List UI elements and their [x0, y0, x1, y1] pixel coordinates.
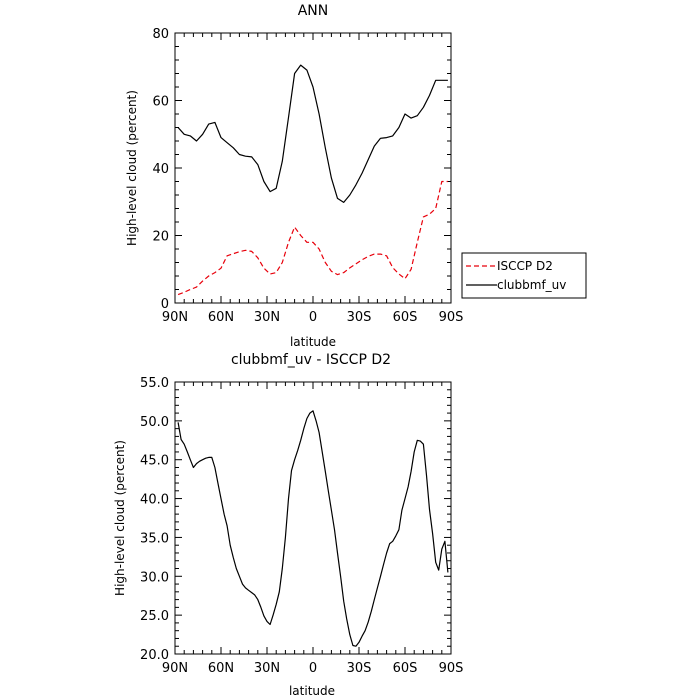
bottom-chart-y-tick-label: 45.0	[140, 454, 169, 469]
legend-label-isccp: ISCCP D2	[497, 259, 553, 273]
top-chart-y-tick-label: 20	[152, 230, 169, 245]
legend-label-clubbmf: clubbmf_uv	[497, 278, 566, 292]
top-chart-plot-frame	[174, 32, 452, 304]
bottom-chart-series	[177, 410, 449, 647]
top-chart-x-tick-label: 0	[309, 310, 317, 325]
top-chart-x-tick-label: 30N	[254, 310, 280, 325]
top-chart-y-tick-label: 0	[161, 297, 169, 312]
top-chart-y-tick-label: 60	[152, 95, 169, 110]
bottom-chart-x-tick-label: 0	[309, 661, 317, 676]
bottom-chart-x-tick-label: 90N	[162, 661, 188, 676]
bottom-chart-y-tick-label: 20.0	[140, 648, 169, 663]
bottom-chart-x-tick-label: 60N	[208, 661, 234, 676]
top-chart-x-tick-label: 60S	[393, 310, 418, 325]
top-chart-ticks: 90N 60N 30N 0 30S 60S 90S 0 20 40 60 80	[152, 27, 463, 325]
bottom-chart-plot-frame	[174, 381, 452, 655]
bottom-chart-x-tick-label: 90S	[439, 661, 464, 676]
bottom-chart-y-tick-label: 55.0	[140, 376, 169, 391]
top-chart-x-tick-label: 30S	[347, 310, 372, 325]
top-chart-title: ANN	[298, 3, 329, 19]
legend-frame	[461, 252, 587, 299]
bottom-chart-ticks: 90N 60N 30N 0 30S 60S 90S 20.0 25.0 30.0 35.0 40.0 4…	[140, 376, 463, 676]
bottom-chart-x-tick-label: 30N	[254, 661, 280, 676]
top-chart-y-tick-label: 80	[152, 27, 169, 42]
top-chart-series-line-isccp-d2	[177, 180, 448, 296]
bottom-chart-x-tick-label: 60S	[393, 661, 418, 676]
bottom-chart-y-tick-label: 35.0	[140, 531, 169, 546]
legend: ISCCP D2 clubbmf_uv	[461, 252, 587, 299]
bottom-chart-y-tick-label: 25.0	[140, 609, 169, 624]
top-chart-y-tick-label: 40	[152, 162, 169, 177]
bottom-chart-y-axis-label: High-level cloud (percent)	[113, 440, 127, 596]
bottom-chart-x-axis-label: latitude	[289, 684, 335, 698]
top-chart-x-tick-label: 60N	[208, 310, 234, 325]
bottom-chart-series-line-1	[177, 410, 449, 647]
bottom-chart-x-tick-label: 30S	[347, 661, 372, 676]
bottom-chart-title: clubbmf_uv - ISCCP D2	[231, 352, 391, 368]
bottom-chart-y-tick-label: 30.0	[140, 570, 169, 585]
top-chart-x-tick-label: 90S	[439, 310, 464, 325]
top-chart: ANN 90N 60N 30N 0 30S 60S 90S 0 20 40 60 80 latitud…	[125, 3, 587, 349]
top-chart-y-axis-label: High-level cloud (percent)	[125, 90, 139, 246]
top-chart-series-line-clubbmf-uv	[177, 64, 448, 203]
top-chart-x-tick-label: 90N	[162, 310, 188, 325]
bottom-chart-y-tick-label: 40.0	[140, 493, 169, 508]
top-chart-x-axis-label: latitude	[290, 335, 336, 349]
bottom-chart: clubbmf_uv - ISCCP D2 90N 60N 30N 0 30S 60S 90…	[113, 352, 463, 698]
bottom-chart-y-tick-label: 50.0	[140, 415, 169, 430]
top-chart-series	[177, 64, 448, 296]
